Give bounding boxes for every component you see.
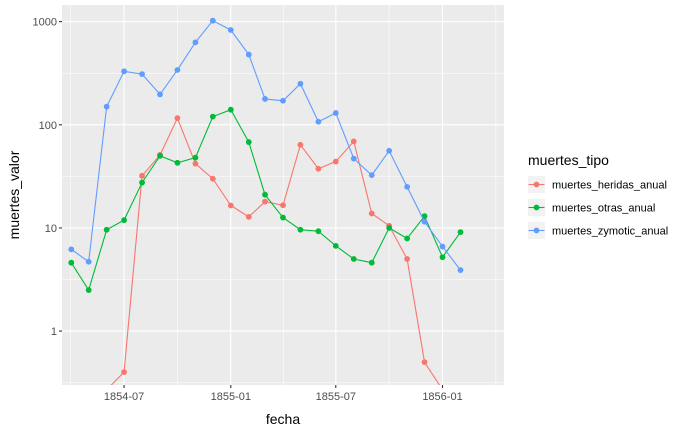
data-point (280, 214, 286, 221)
data-point (103, 226, 110, 233)
data-point (245, 139, 252, 145)
x-axis-title: fecha (266, 411, 300, 427)
data-point (350, 256, 357, 262)
data-point (227, 202, 234, 209)
data-point (368, 259, 375, 266)
data-point (262, 191, 268, 198)
data-point (280, 97, 286, 104)
y-axis-title: muertes_valor (6, 150, 22, 239)
x-tick-label: 1854-07 (104, 391, 144, 403)
data-point (404, 256, 411, 262)
data-point (350, 155, 357, 162)
data-point (421, 218, 428, 225)
data-point (139, 179, 145, 186)
data-point (368, 172, 375, 179)
data-point (315, 165, 322, 172)
x-tick-label: 1855-07 (316, 391, 356, 403)
data-point (262, 96, 268, 102)
data-point (421, 359, 428, 366)
data-point (157, 91, 163, 98)
data-point (139, 71, 145, 78)
data-point (297, 141, 304, 148)
data-point (439, 243, 446, 250)
series-2 (68, 106, 464, 293)
data-point (192, 39, 199, 46)
data-point (262, 198, 268, 205)
data-point (245, 51, 252, 58)
data-point (474, 387, 480, 393)
data-point (245, 213, 252, 220)
data-point (86, 385, 92, 391)
y-tick-label: 10 (45, 223, 57, 235)
legend-label: muertes_heridas_anual (552, 180, 667, 192)
data-point (280, 202, 286, 209)
data-point (68, 385, 74, 391)
legend-label: muertes_otras_anual (552, 203, 655, 215)
legend-item: muertes_zymotic_anual (528, 222, 668, 239)
data-point (332, 158, 339, 165)
data-point (85, 287, 92, 293)
data-point (157, 152, 163, 159)
data-point (439, 254, 446, 261)
legend-title: muertes_tipo (528, 152, 609, 168)
legend-item: muertes_heridas_anual (528, 176, 667, 193)
data-point (386, 225, 393, 231)
data-point (209, 113, 216, 120)
data-point (174, 159, 181, 166)
data-point (174, 115, 181, 122)
data-point (121, 369, 127, 376)
data-point (386, 147, 393, 154)
data-point (332, 110, 339, 116)
data-point (350, 138, 357, 145)
data-point (457, 267, 464, 274)
x-tick-label: 1856-01 (422, 391, 462, 403)
data-point (227, 106, 234, 113)
x-tick-label: 1855-01 (211, 391, 251, 403)
legend-key-point (533, 181, 540, 188)
data-point (227, 27, 234, 33)
data-point (121, 68, 127, 75)
y-tick-label: 100 (39, 120, 57, 132)
data-point (297, 80, 304, 87)
y-tick-label: 1000 (33, 17, 57, 29)
data-point (209, 175, 216, 182)
legend-key-point (533, 204, 540, 211)
data-point (139, 172, 145, 179)
legend-key-point (533, 227, 540, 234)
data-point (404, 183, 411, 190)
data-point (103, 103, 110, 110)
data-point (332, 242, 339, 249)
data-point (315, 118, 322, 125)
series-line (110, 116, 441, 385)
data-point (404, 235, 411, 242)
data-point (457, 229, 464, 236)
data-point (192, 154, 199, 161)
y-tick-label: 1 (51, 326, 57, 338)
data-point (68, 259, 75, 266)
series-3 (68, 17, 464, 274)
legend-label: muertes_zymotic_anual (552, 226, 668, 238)
data-point (121, 217, 127, 224)
data-point (85, 258, 92, 265)
data-point (174, 67, 181, 73)
data-point (297, 226, 304, 233)
data-point (192, 160, 199, 167)
data-point (368, 210, 375, 217)
data-point (68, 246, 75, 253)
legend-item: muertes_otras_anual (528, 199, 655, 216)
data-point (315, 228, 322, 235)
data-point (209, 17, 216, 24)
